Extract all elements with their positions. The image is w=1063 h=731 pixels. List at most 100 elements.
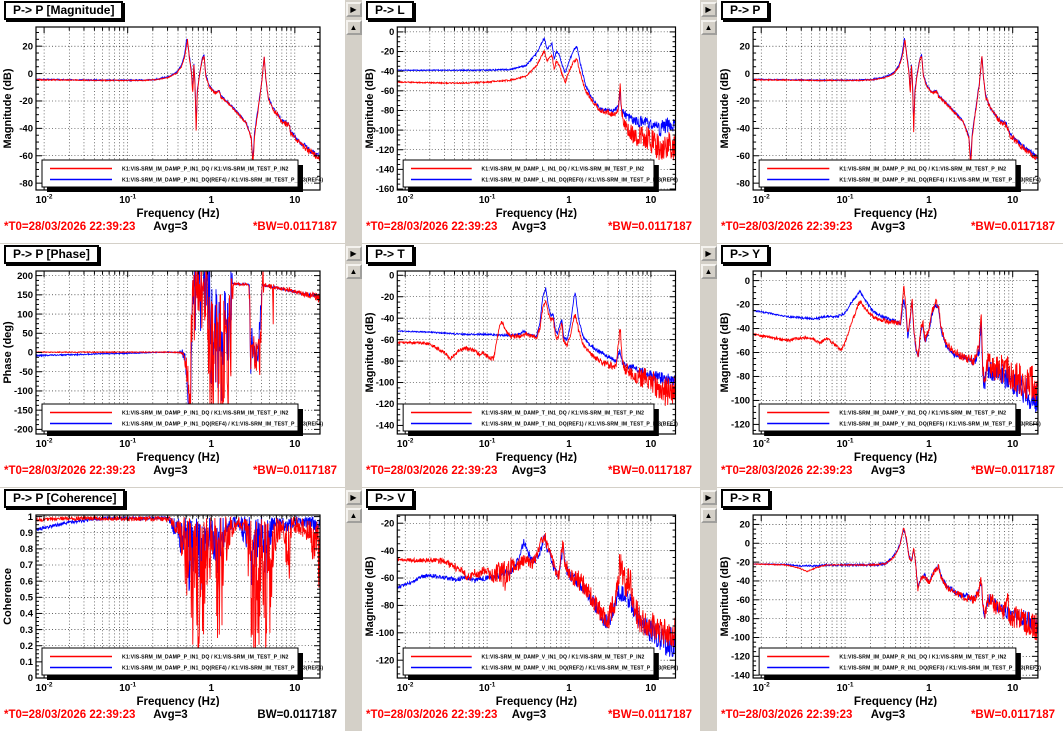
svg-text:10-1: 10-1 bbox=[119, 194, 136, 207]
bw-label: *BW=0.0117187 bbox=[970, 465, 1056, 477]
plot-panel: P-> V -20 -40 -60 -80 -100 -120 10-2 10-1 1 10 Mag… bbox=[362, 488, 700, 731]
svg-text:1: 1 bbox=[208, 683, 214, 694]
pane-arrow-right-button[interactable]: ▶ bbox=[700, 2, 717, 17]
svg-text:10-1: 10-1 bbox=[479, 681, 496, 694]
pane-arrow-right-button[interactable]: ▶ bbox=[700, 490, 717, 505]
panel-title-tab[interactable]: P-> V bbox=[366, 489, 415, 508]
svg-text:20: 20 bbox=[740, 41, 751, 52]
svg-text:10: 10 bbox=[1007, 195, 1019, 206]
t0-label: *T0=28/03/2026 22:39:23 bbox=[4, 465, 136, 477]
t0-label: *T0=28/03/2026 22:39:23 bbox=[721, 221, 853, 233]
svg-text:-160: -160 bbox=[376, 183, 395, 194]
svg-text:Frequency (Hz): Frequency (Hz) bbox=[854, 696, 937, 708]
svg-text:Magnitude (dB): Magnitude (dB) bbox=[364, 556, 376, 636]
pane-arrow-up-button[interactable]: ▲ bbox=[700, 264, 717, 279]
panel-title-tab[interactable]: P-> P bbox=[721, 1, 770, 20]
svg-text:0.5: 0.5 bbox=[20, 593, 34, 604]
svg-text:-80: -80 bbox=[381, 105, 394, 116]
pane-divider: ▶ ▲ bbox=[345, 488, 362, 731]
svg-text:-100: -100 bbox=[731, 396, 750, 407]
bw-label: *BW=0.0117187 bbox=[252, 221, 338, 233]
svg-text:20: 20 bbox=[740, 520, 751, 531]
svg-text:0: 0 bbox=[28, 673, 33, 684]
pane-arrow-right-button[interactable]: ▶ bbox=[345, 2, 362, 17]
panel-title-tab[interactable]: P-> Y bbox=[721, 245, 770, 264]
svg-text:-80: -80 bbox=[736, 178, 750, 189]
avg-label: Avg=3 bbox=[870, 709, 906, 721]
svg-text:10-2: 10-2 bbox=[36, 438, 53, 451]
svg-text:10: 10 bbox=[1007, 439, 1019, 450]
avg-label: Avg=3 bbox=[511, 221, 547, 233]
svg-text:-100: -100 bbox=[376, 377, 395, 388]
svg-text:K1:VIS-SRM_IM_DAMP_P_IN1_DQ /: K1:VIS-SRM_IM_DAMP_P_IN1_DQ / K1:VIS-SRM… bbox=[122, 166, 289, 172]
svg-text:Magnitude (dB): Magnitude (dB) bbox=[719, 312, 731, 392]
svg-text:0: 0 bbox=[745, 69, 750, 80]
pane-arrow-right-button[interactable]: ▶ bbox=[345, 246, 362, 261]
t0-label: *T0=28/03/2026 22:39:23 bbox=[366, 709, 498, 721]
plot-panel: P-> Y 0 -20 -40 -60 -80 -100 -120 10-2 10-1 1 10 Ma… bbox=[717, 244, 1063, 487]
plot-panel: P-> P [Phase] 200 150 100 50 0 -50 -100 -150 -20… bbox=[0, 244, 345, 487]
t0-label: *T0=28/03/2026 22:39:23 bbox=[4, 709, 136, 721]
svg-text:0.6: 0.6 bbox=[20, 576, 33, 587]
svg-text:-120: -120 bbox=[376, 398, 395, 409]
svg-text:-20: -20 bbox=[19, 96, 33, 107]
svg-text:Magnitude (dB): Magnitude (dB) bbox=[2, 68, 14, 148]
plot-panel: P-> P [Magnitude] 20 0 -20 -40 -60 -80 10-2 10-… bbox=[0, 0, 345, 243]
svg-text:Frequency (Hz): Frequency (Hz) bbox=[496, 208, 578, 220]
panel-title-tab[interactable]: P-> L bbox=[366, 1, 414, 20]
coherence-plot[interactable]: 1 0.9 0.8 0.7 0.6 0.5 0.4 0.3 0.2 0.1 010-2 10-1 1 10… bbox=[0, 508, 345, 708]
svg-text:-60: -60 bbox=[736, 348, 750, 359]
svg-text:1: 1 bbox=[28, 512, 34, 523]
svg-text:-50: -50 bbox=[19, 367, 33, 378]
svg-text:0.4: 0.4 bbox=[20, 609, 34, 620]
pane-divider: ▶ ▲ bbox=[345, 0, 362, 243]
svg-text:10: 10 bbox=[645, 439, 656, 450]
svg-text:K1:VIS-SRM_IM_DAMP_V_IN1_DQ(RE: K1:VIS-SRM_IM_DAMP_V_IN1_DQ(REF2) / K1:V… bbox=[482, 665, 679, 671]
panel-title-tab[interactable]: P-> P [Phase] bbox=[4, 245, 99, 264]
svg-text:-40: -40 bbox=[736, 576, 750, 587]
pane-arrow-up-button[interactable]: ▲ bbox=[700, 508, 717, 523]
svg-text:-200: -200 bbox=[14, 425, 33, 436]
svg-text:0.1: 0.1 bbox=[20, 657, 34, 668]
svg-text:10: 10 bbox=[1007, 683, 1019, 694]
panel-title-tab[interactable]: P-> P [Magnitude] bbox=[4, 1, 124, 20]
svg-text:Frequency (Hz): Frequency (Hz) bbox=[496, 452, 578, 464]
avg-label: Avg=3 bbox=[153, 221, 188, 233]
panel-title-tab[interactable]: P-> R bbox=[721, 489, 771, 508]
pane-divider: ▶ ▲ bbox=[345, 244, 362, 487]
pane-arrow-right-button[interactable]: ▶ bbox=[700, 246, 717, 261]
panel-title-tab[interactable]: P-> T bbox=[366, 245, 414, 264]
pane-divider: ▶ ▲ bbox=[700, 488, 717, 731]
transfer-function-plot[interactable]: -20 -40 -60 -80 -100 -120 10-2 10-1 1 10 Magnitude… bbox=[362, 508, 700, 708]
avg-label: Avg=3 bbox=[870, 465, 906, 477]
svg-text:10-1: 10-1 bbox=[837, 194, 854, 206]
svg-text:-40: -40 bbox=[19, 124, 33, 135]
pane-arrow-up-button[interactable]: ▲ bbox=[700, 20, 717, 35]
svg-text:0.9: 0.9 bbox=[20, 528, 33, 539]
pane-arrow-up-button[interactable]: ▲ bbox=[345, 264, 362, 279]
svg-text:1: 1 bbox=[566, 195, 572, 206]
svg-text:Frequency (Hz): Frequency (Hz) bbox=[136, 208, 219, 220]
svg-text:K1:VIS-SRM_IM_DAMP_P_IN1_DQ /: K1:VIS-SRM_IM_DAMP_P_IN1_DQ / K1:VIS-SRM… bbox=[839, 166, 1006, 172]
pane-arrow-right-button[interactable]: ▶ bbox=[345, 490, 362, 505]
plot-footer: *T0=28/03/2026 22:39:23 Avg=3 *BW=0.0117… bbox=[0, 219, 345, 243]
bw-label: *BW=0.0117187 bbox=[607, 709, 693, 721]
svg-text:-20: -20 bbox=[736, 557, 750, 568]
svg-text:10-2: 10-2 bbox=[36, 682, 53, 695]
svg-text:0: 0 bbox=[389, 269, 394, 280]
svg-text:0: 0 bbox=[745, 538, 750, 549]
pane-arrow-up-button[interactable]: ▲ bbox=[345, 508, 362, 523]
bw-label: BW=0.0117187 bbox=[257, 709, 338, 721]
pane-arrow-up-button[interactable]: ▲ bbox=[345, 20, 362, 35]
svg-text:-40: -40 bbox=[381, 65, 394, 76]
panel-title-tab[interactable]: P-> P [Coherence] bbox=[4, 489, 126, 508]
svg-text:10-1: 10-1 bbox=[837, 682, 854, 694]
